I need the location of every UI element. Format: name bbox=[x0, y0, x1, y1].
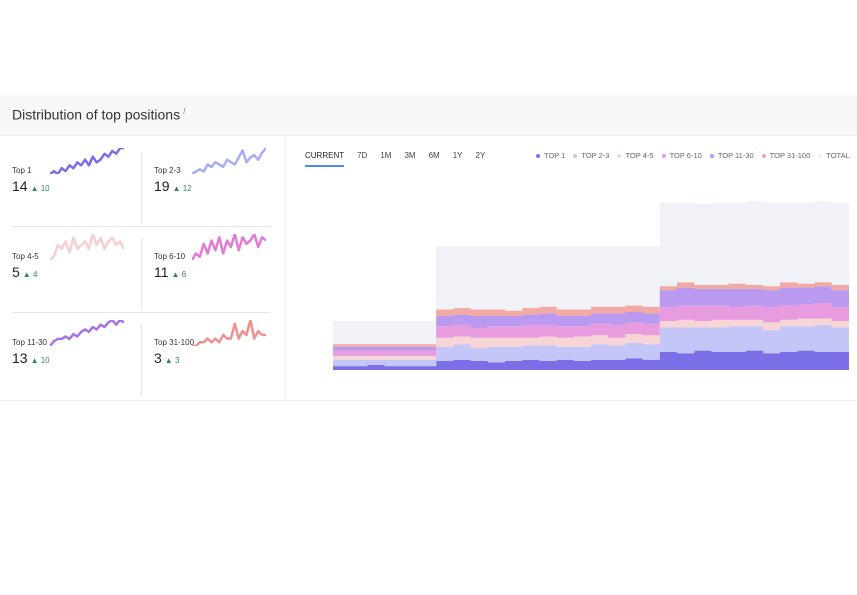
tab-3m[interactable]: 3M bbox=[404, 151, 416, 160]
card-label: Top 4-5 bbox=[12, 252, 39, 261]
tab-1y[interactable]: 1Y bbox=[452, 151, 463, 160]
card-label: Top 6-10 bbox=[154, 252, 186, 261]
card-top-11-30[interactable]: Top 11-30 13 ▲ 10 bbox=[0, 308, 130, 394]
value-text: 19 bbox=[154, 178, 170, 194]
legend-dot-icon bbox=[709, 154, 714, 159]
row-divider bbox=[12, 226, 270, 227]
card-label: Top 11-30 bbox=[12, 338, 47, 347]
area-top-4-5 bbox=[333, 318, 849, 360]
column-divider bbox=[141, 152, 142, 224]
legend-label: TOTAL bbox=[826, 151, 850, 160]
card-label: Top 31-100 bbox=[154, 338, 195, 347]
column-divider bbox=[141, 324, 142, 396]
delta: ▲ 3 bbox=[165, 356, 180, 365]
card-top-6-10[interactable]: Top 6-10 11 ▲ 6 bbox=[142, 222, 272, 308]
info-icon[interactable]: i bbox=[183, 106, 186, 116]
delta: ▲ 10 bbox=[31, 356, 50, 365]
sparkline bbox=[50, 148, 124, 174]
legend-item[interactable]: TOP 1 bbox=[536, 151, 565, 160]
area-top-31-100 bbox=[333, 282, 849, 347]
sparkline bbox=[192, 148, 266, 174]
delta-text: 10 bbox=[40, 184, 50, 193]
arrow-up-icon: ▲ bbox=[172, 184, 181, 193]
legend-dot-icon bbox=[617, 154, 622, 159]
arrow-up-icon: ▲ bbox=[30, 184, 39, 193]
panel-header: Distribution of top positions i bbox=[0, 95, 857, 136]
delta: ▲ 6 bbox=[172, 270, 187, 279]
value-text: 5 bbox=[12, 264, 20, 280]
delta-text: 6 bbox=[181, 270, 187, 279]
delta: ▲ 12 bbox=[173, 184, 192, 193]
legend-item[interactable]: TOP 6-10 bbox=[661, 151, 702, 160]
legend-item[interactable]: TOTAL bbox=[818, 151, 850, 160]
delta: ▲ 4 bbox=[23, 270, 38, 279]
card-top-1[interactable]: Top 1 14 ▲ 10 bbox=[0, 136, 130, 222]
legend-dot-icon bbox=[573, 154, 578, 159]
stacked-area-chart bbox=[333, 201, 849, 370]
delta-text: 3 bbox=[174, 356, 180, 365]
period-tabs: CURRENT 7D 1M 3M 6M 1Y 2Y bbox=[305, 151, 485, 167]
delta-text: 10 bbox=[40, 356, 50, 365]
summary-cards: Top 1 14 ▲ 10 Top 2-3 19 ▲ 12 Top 4-5 5 ▲ 4 To… bbox=[0, 136, 286, 400]
arrow-up-icon: ▲ bbox=[22, 270, 31, 279]
title-text: Distribution of top positions bbox=[12, 106, 181, 123]
tab-1m[interactable]: 1M bbox=[380, 151, 392, 160]
sparkline bbox=[50, 234, 124, 260]
card-top-4-5[interactable]: Top 4-5 5 ▲ 4 bbox=[0, 222, 130, 308]
tab-7d[interactable]: 7D bbox=[357, 151, 368, 160]
legend-label: TOP 11-30 bbox=[717, 151, 754, 160]
delta: ▲ 10 bbox=[31, 184, 50, 193]
divider bbox=[0, 400, 857, 401]
card-label: Top 2-3 bbox=[154, 166, 181, 175]
area-top-11-30 bbox=[333, 286, 849, 351]
area-top-6-10 bbox=[333, 303, 849, 356]
legend-label: TOP 4-5 bbox=[625, 151, 654, 160]
legend-label: TOP 1 bbox=[544, 151, 566, 160]
panel-title: Distribution of top positions i bbox=[12, 106, 185, 123]
value-text: 11 bbox=[154, 264, 169, 280]
delta-text: 4 bbox=[32, 270, 38, 279]
sparkline bbox=[192, 320, 266, 346]
card-label: Top 1 bbox=[12, 166, 32, 175]
card-value: 19 ▲ 12 bbox=[154, 178, 192, 194]
arrow-up-icon: ▲ bbox=[30, 356, 39, 365]
column-divider bbox=[141, 238, 142, 310]
card-value: 11 ▲ 6 bbox=[154, 264, 186, 280]
legend-dot-icon bbox=[536, 154, 540, 159]
value-text: 14 bbox=[12, 178, 28, 194]
tab-current[interactable]: CURRENT bbox=[305, 151, 345, 167]
legend-label: TOP 6-10 bbox=[669, 151, 702, 160]
legend-dot-icon bbox=[818, 154, 823, 159]
card-value: 14 ▲ 10 bbox=[12, 178, 50, 194]
legend-label: TOP 31-100 bbox=[769, 151, 811, 160]
chart-legend: TOP 1 TOP 2-3 TOP 4-5 TOP 6-10 TOP 11-30 TOP … bbox=[536, 151, 850, 160]
sparkline bbox=[50, 320, 124, 346]
arrow-up-icon: ▲ bbox=[164, 356, 173, 365]
legend-item[interactable]: TOP 2-3 bbox=[573, 151, 609, 160]
card-top-2-3[interactable]: Top 2-3 19 ▲ 12 bbox=[142, 136, 272, 222]
row-divider bbox=[12, 312, 270, 313]
legend-dot-icon bbox=[761, 154, 766, 159]
legend-dot-icon bbox=[661, 154, 666, 159]
tab-6m[interactable]: 6M bbox=[428, 151, 440, 160]
card-value: 3 ▲ 3 bbox=[154, 350, 179, 366]
legend-item[interactable]: TOP 11-30 bbox=[709, 151, 754, 160]
legend-item[interactable]: TOP 31-100 bbox=[761, 151, 811, 160]
tab-2y[interactable]: 2Y bbox=[475, 151, 486, 160]
value-text: 3 bbox=[154, 350, 162, 366]
card-value: 5 ▲ 4 bbox=[12, 264, 37, 280]
legend-item[interactable]: TOP 4-5 bbox=[617, 151, 654, 160]
delta-text: 12 bbox=[182, 184, 192, 193]
card-value: 13 ▲ 10 bbox=[12, 350, 50, 366]
sparkline bbox=[192, 234, 266, 260]
value-text: 13 bbox=[12, 350, 28, 366]
arrow-up-icon: ▲ bbox=[171, 270, 180, 279]
legend-label: TOP 2-3 bbox=[581, 151, 610, 160]
card-top-31-100[interactable]: Top 31-100 3 ▲ 3 bbox=[142, 308, 272, 394]
